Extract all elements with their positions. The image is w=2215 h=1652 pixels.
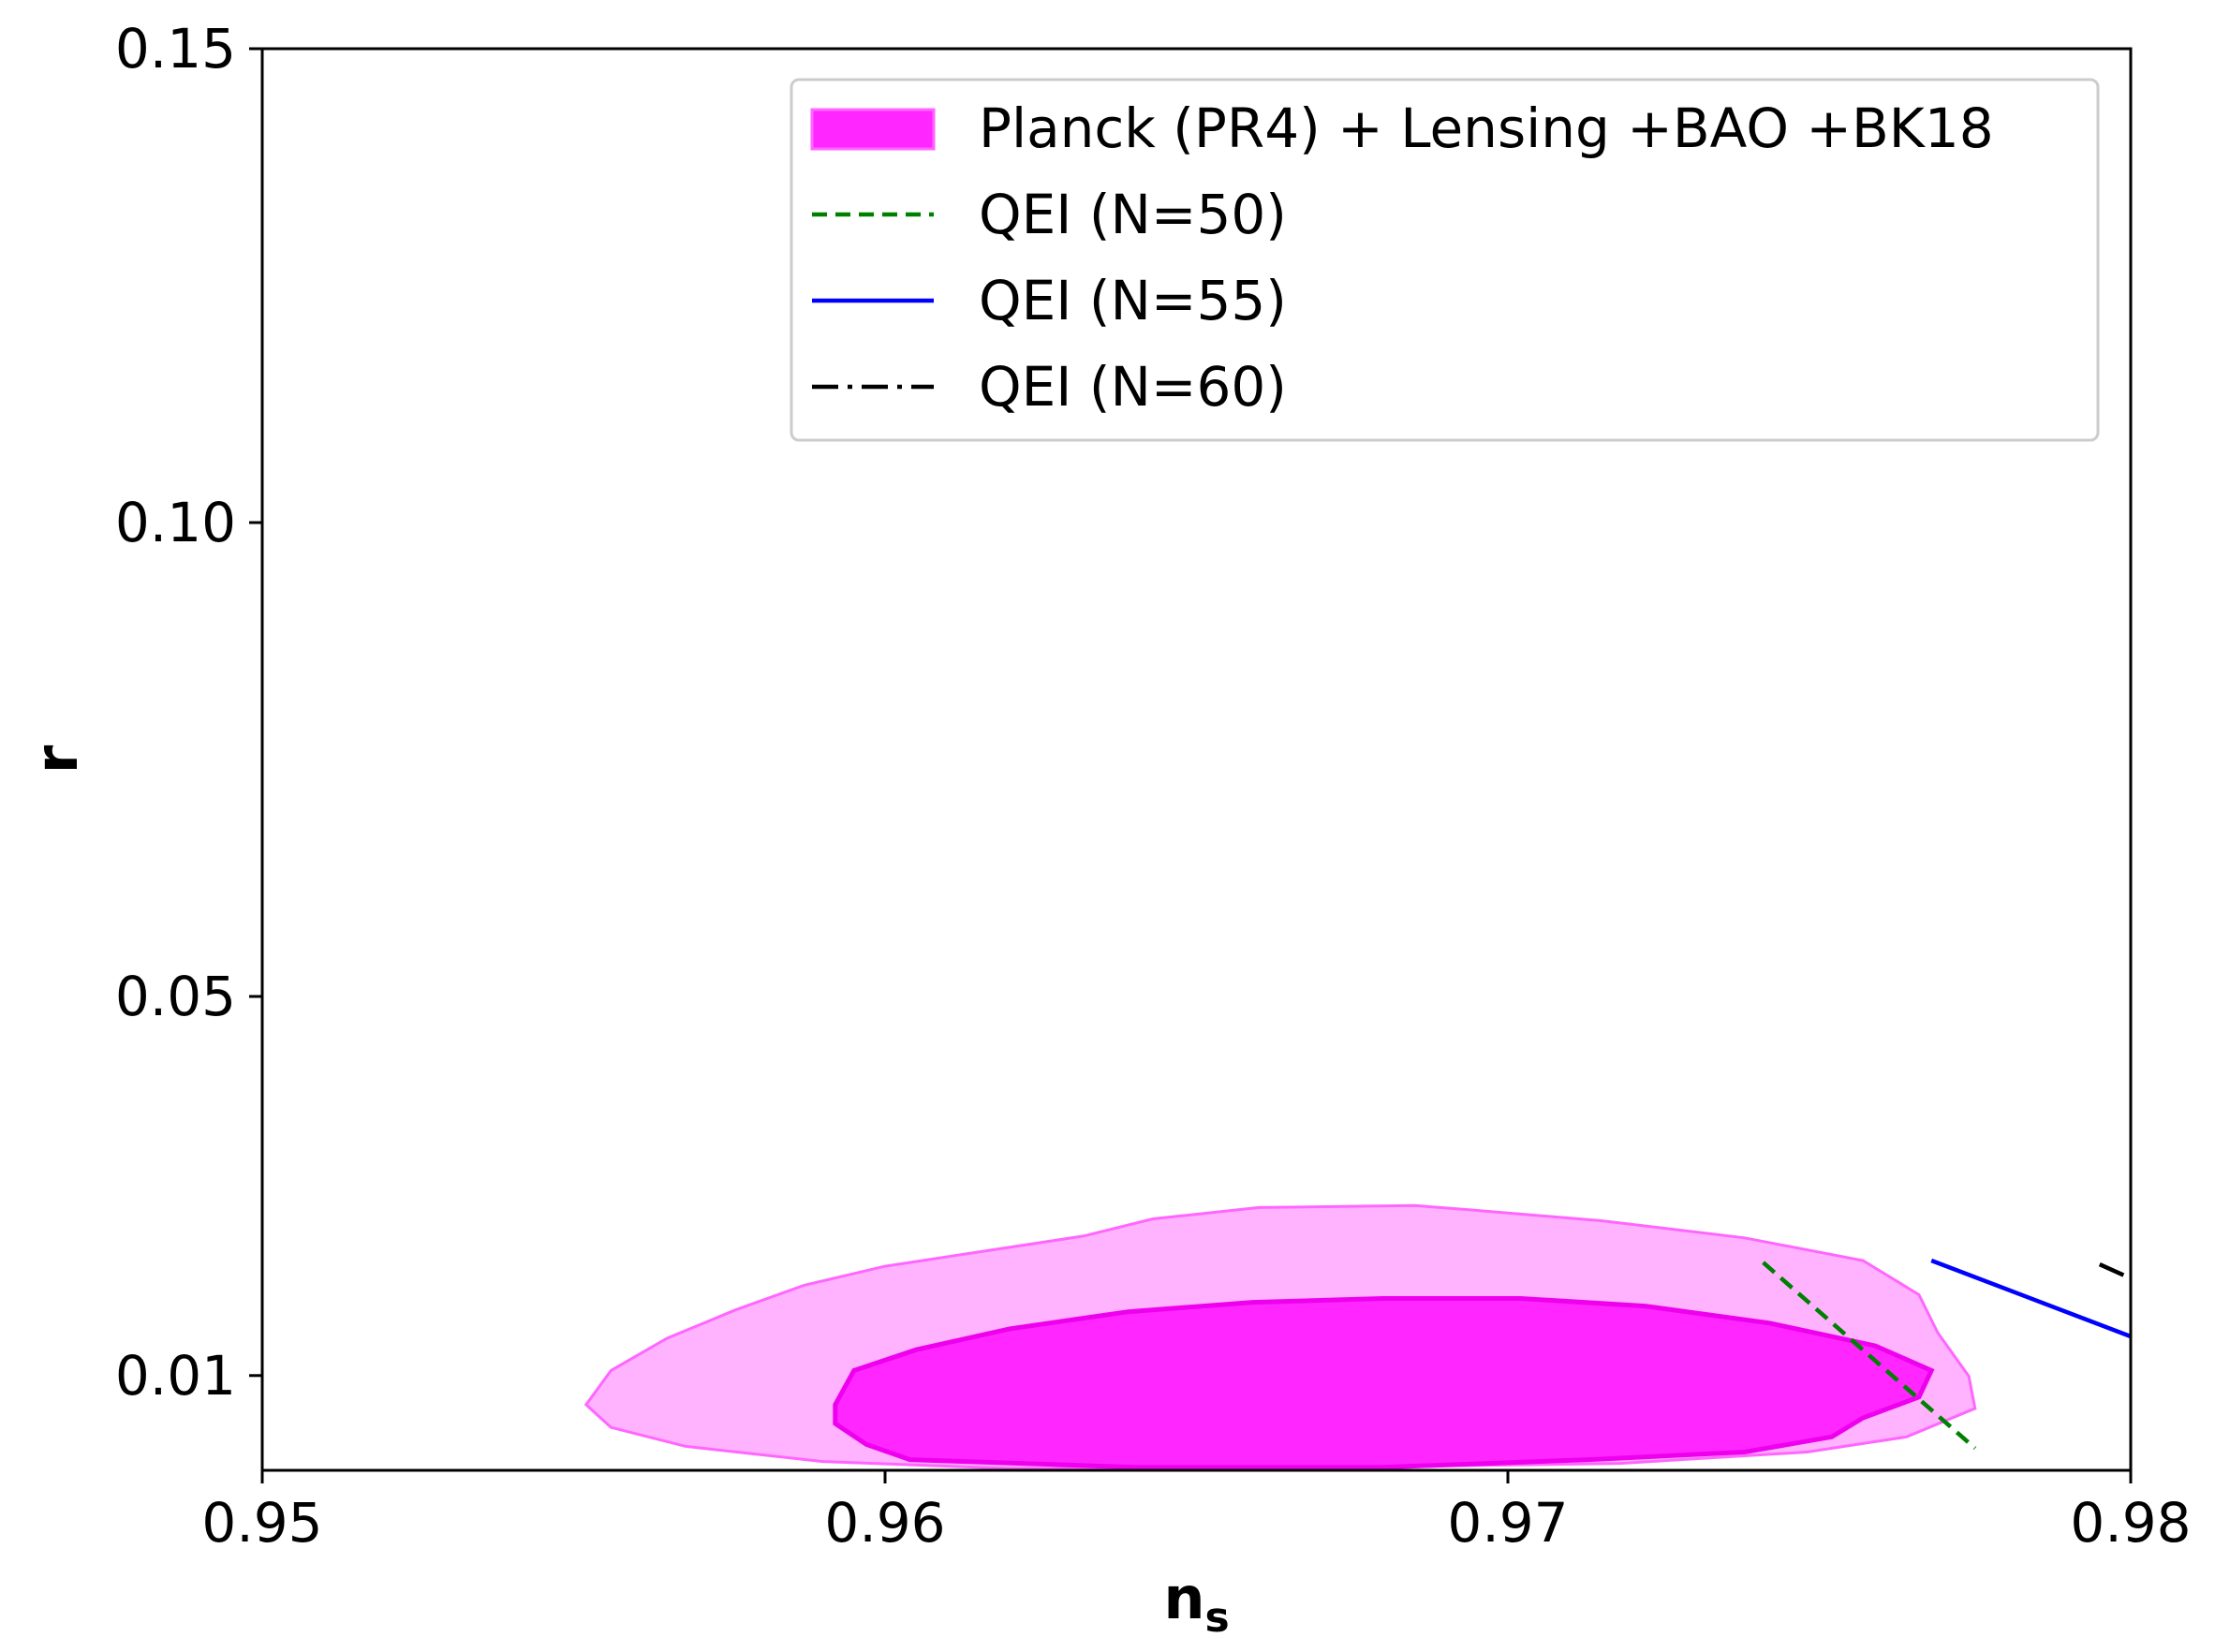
series-layer (1762, 1258, 2131, 1451)
series-line-2 (1930, 1258, 2131, 1339)
ticks-layer: 0.95 0.96 0.97 0.98 0.01 0.05 0.10 0.15 (115, 17, 2192, 1555)
y-tick-label: 0.15 (115, 17, 236, 81)
series-line-3 (2098, 1262, 2131, 1281)
x-tick-label: 0.97 (1447, 1491, 1568, 1555)
y-axis-label: r (22, 745, 91, 774)
legend-label-series-1: QEI (N=50) (979, 183, 1287, 246)
series-line-1 (1762, 1261, 1977, 1451)
legend: Planck (PR4) + Lensing +BAO +BK18 QEI (N=… (790, 78, 2100, 442)
legend-label-series-2: QEI (N=55) (979, 269, 1287, 332)
contour-68-region (833, 1296, 1935, 1470)
contour-layer (583, 1203, 1977, 1470)
plot-frame (260, 47, 2133, 1472)
legend-box (790, 78, 2100, 442)
x-tick-label: 0.98 (2070, 1491, 2191, 1555)
x-axis-label-subscript: s (1204, 1594, 1229, 1642)
legend-swatch-contour (810, 108, 936, 151)
x-tick-label: 0.96 (824, 1491, 945, 1555)
y-tick-label: 0.05 (115, 965, 236, 1028)
legend-label-contour: Planck (PR4) + Lensing +BAO +BK18 (979, 96, 1994, 160)
x-axis-label: ns (1163, 1564, 1229, 1642)
y-tick-label: 0.01 (115, 1344, 236, 1408)
x-tick-label: 0.95 (201, 1491, 322, 1555)
legend-label-series-3: QEI (N=60) (979, 355, 1287, 419)
y-tick-label: 0.10 (115, 491, 236, 554)
